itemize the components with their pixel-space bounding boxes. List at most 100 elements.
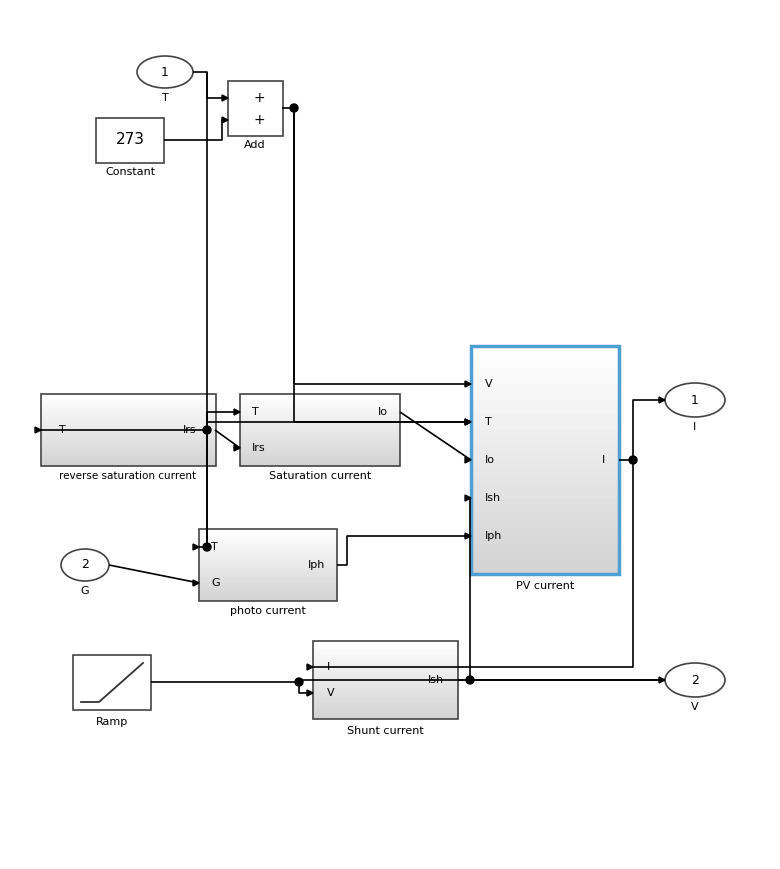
Bar — [199, 555, 337, 558]
Bar — [313, 675, 458, 678]
Text: T: T — [161, 93, 168, 103]
Bar — [199, 594, 337, 596]
Polygon shape — [465, 495, 471, 501]
Bar — [240, 459, 400, 461]
Bar — [313, 690, 458, 693]
Bar — [313, 716, 458, 719]
Circle shape — [629, 456, 637, 464]
Text: PV current: PV current — [516, 581, 574, 591]
Bar — [240, 463, 400, 466]
Bar — [199, 567, 337, 570]
Bar — [313, 711, 458, 713]
Bar — [240, 452, 400, 454]
Text: +: + — [254, 91, 265, 105]
Bar — [313, 657, 458, 660]
Circle shape — [466, 676, 474, 684]
Text: Add: Add — [244, 140, 266, 150]
Text: I: I — [327, 662, 330, 672]
Polygon shape — [234, 409, 240, 415]
Bar — [313, 687, 458, 690]
Bar — [471, 559, 619, 567]
Text: 1: 1 — [161, 65, 169, 78]
Bar — [199, 558, 337, 561]
Bar — [41, 440, 216, 442]
Text: Saturation current: Saturation current — [269, 471, 371, 481]
Polygon shape — [465, 381, 471, 387]
Bar — [313, 667, 458, 670]
Bar — [41, 452, 216, 454]
Bar — [471, 354, 619, 362]
Bar — [313, 703, 458, 706]
Circle shape — [203, 543, 211, 551]
Polygon shape — [234, 445, 240, 451]
Bar — [471, 422, 619, 429]
Bar — [199, 584, 337, 587]
Text: 1: 1 — [691, 394, 699, 407]
Bar — [41, 394, 216, 396]
Text: Io: Io — [378, 407, 388, 417]
Bar — [240, 415, 400, 418]
Bar — [471, 399, 619, 407]
Circle shape — [203, 426, 211, 434]
Circle shape — [290, 104, 298, 112]
Bar — [471, 460, 619, 468]
Bar — [199, 536, 337, 539]
Bar — [41, 449, 216, 452]
Bar — [313, 685, 458, 687]
Bar — [41, 442, 216, 444]
Bar — [199, 534, 337, 536]
Bar — [199, 562, 337, 565]
Bar — [471, 407, 619, 415]
Bar — [41, 423, 216, 425]
Bar — [240, 456, 400, 459]
Bar — [41, 421, 216, 423]
Bar — [313, 683, 458, 685]
Bar — [240, 440, 400, 442]
Bar — [471, 490, 619, 498]
Bar — [240, 437, 400, 440]
Bar — [313, 641, 458, 719]
Bar — [471, 521, 619, 528]
Polygon shape — [307, 690, 313, 696]
Bar — [41, 415, 216, 418]
Ellipse shape — [665, 383, 725, 417]
Polygon shape — [465, 419, 471, 425]
Bar — [199, 529, 337, 532]
Bar — [199, 532, 337, 534]
Bar — [199, 548, 337, 551]
Bar — [240, 442, 400, 444]
Bar — [73, 655, 151, 710]
Bar — [199, 551, 337, 553]
Bar — [471, 483, 619, 490]
Bar — [313, 654, 458, 657]
Bar — [41, 418, 216, 421]
Bar — [471, 536, 619, 544]
Text: Shunt current: Shunt current — [346, 726, 424, 736]
Bar — [471, 368, 619, 376]
Bar — [240, 425, 400, 428]
Bar — [199, 565, 337, 567]
Bar — [41, 463, 216, 466]
Bar — [471, 415, 619, 422]
Bar — [471, 514, 619, 521]
Bar — [313, 680, 458, 683]
Bar — [313, 660, 458, 662]
Bar — [240, 408, 400, 411]
Bar — [41, 394, 216, 466]
Bar — [471, 392, 619, 399]
Circle shape — [295, 678, 303, 686]
Bar — [240, 461, 400, 463]
Text: 2: 2 — [81, 559, 89, 572]
Bar — [313, 713, 458, 716]
Bar — [471, 567, 619, 574]
Bar — [471, 475, 619, 483]
Bar — [313, 693, 458, 695]
Bar — [41, 447, 216, 449]
Bar — [199, 572, 337, 574]
Bar — [199, 596, 337, 599]
Polygon shape — [465, 457, 471, 463]
Bar — [199, 592, 337, 594]
Bar — [240, 394, 400, 466]
Bar — [199, 546, 337, 548]
Bar — [199, 574, 337, 577]
